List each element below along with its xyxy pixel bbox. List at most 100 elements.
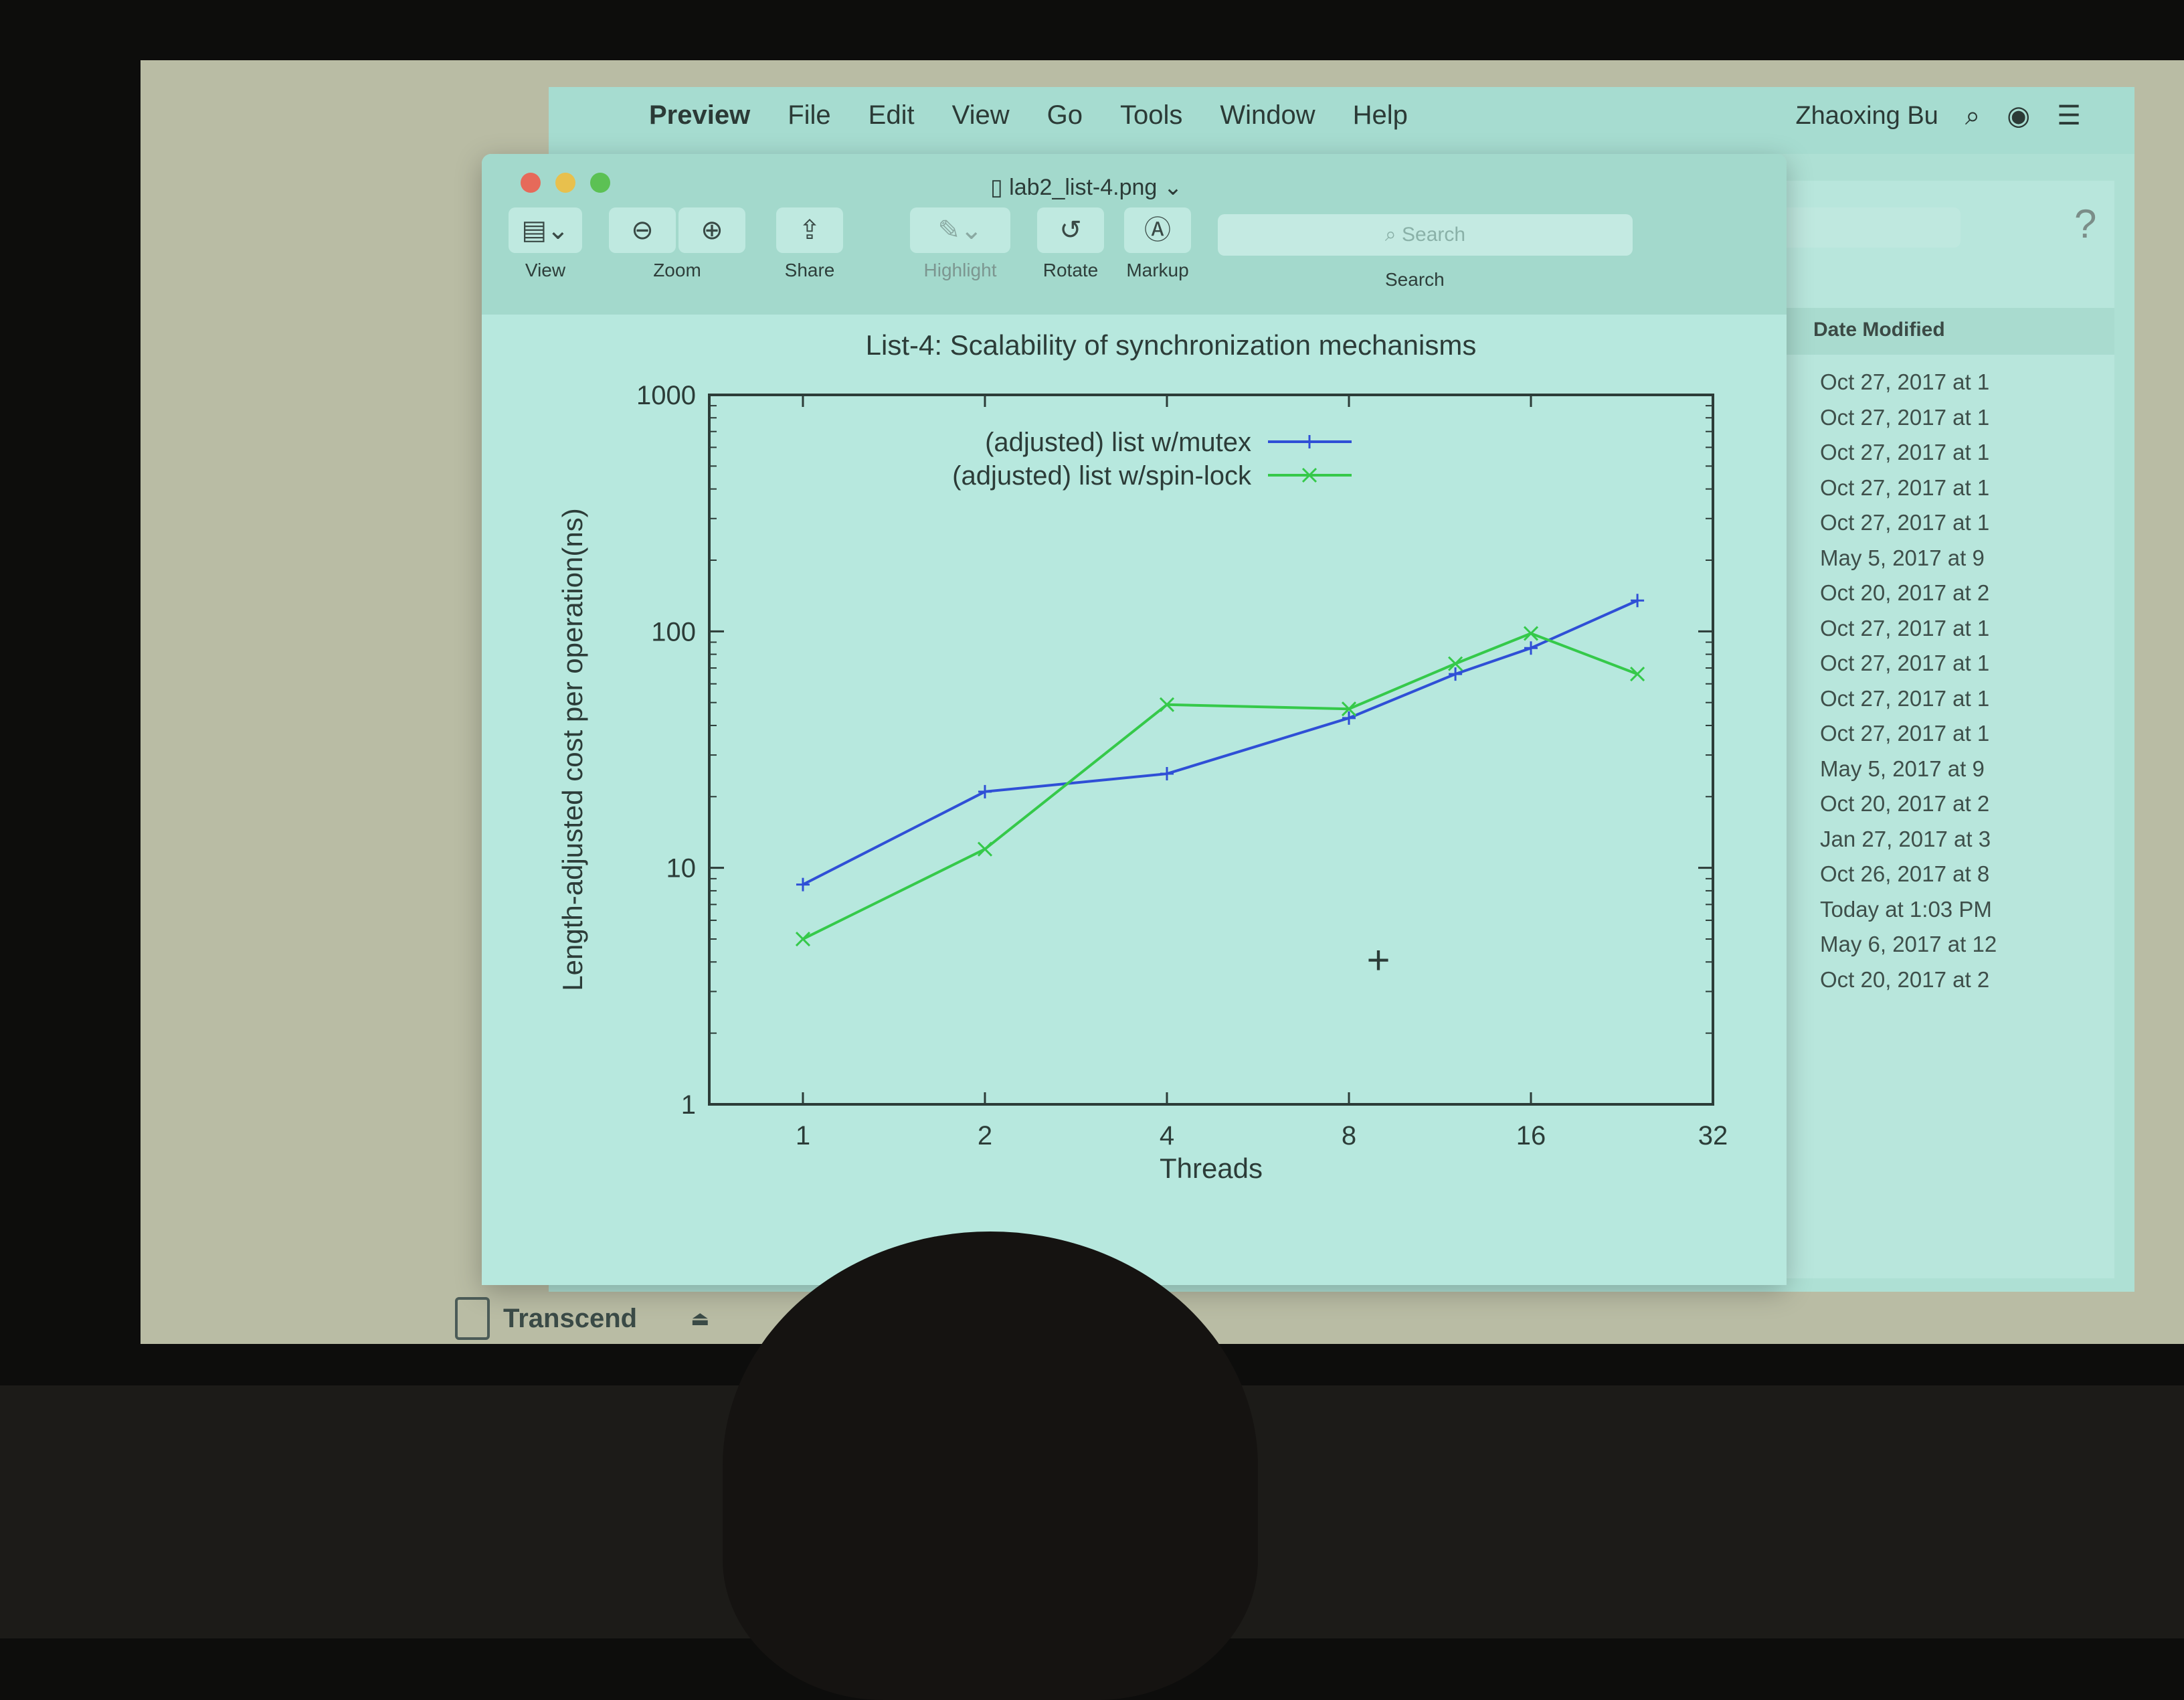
x-axis: 1 2 4 8 16 32 [796, 395, 1728, 1151]
finder-row-date[interactable]: Oct 27, 2017 at 1 [1820, 475, 1990, 500]
desktop: Preview File Edit View Go Tools Window Help Zha… [455, 87, 2134, 1340]
date-modified-column-header[interactable]: Date Modified [1813, 319, 1945, 341]
finder-row-date[interactable]: Today at 1:03 PM [1820, 896, 1992, 922]
data-point-marker [1448, 656, 1463, 671]
share-group: ⇪ Share [776, 207, 843, 281]
series-0 [796, 594, 1645, 891]
data-point-marker [1630, 667, 1645, 682]
rotate-button[interactable]: ↺ [1037, 207, 1104, 253]
data-point-marker [1303, 435, 1316, 448]
finder-row-date[interactable]: Oct 27, 2017 at 1 [1820, 685, 1990, 711]
finder-row-date[interactable]: Jan 27, 2017 at 3 [1820, 826, 1991, 851]
y-tick-label: 100 [651, 617, 696, 647]
image-content: List-4: Scalability of synchronization m… [482, 315, 1787, 1285]
finder-row-date[interactable]: Oct 27, 2017 at 1 [1820, 369, 1990, 394]
series-line [802, 632, 1638, 940]
x-tick-label: 8 [1342, 1121, 1356, 1151]
view-group: ▤⌄ View [509, 207, 582, 281]
finder-search-field[interactable] [1760, 207, 1961, 248]
rotate-label: Rotate [1042, 260, 1099, 280]
series-1 [795, 626, 1645, 947]
user-name[interactable]: Zhaoxing Bu [1795, 101, 1938, 130]
menu-view[interactable]: View [951, 100, 1010, 130]
finder-row-date[interactable]: Oct 27, 2017 at 1 [1820, 721, 1990, 746]
minimize-button[interactable] [555, 173, 575, 193]
finder-row-date[interactable]: Oct 27, 2017 at 1 [1820, 615, 1990, 641]
search-label: Search [1385, 269, 1445, 290]
close-button[interactable] [521, 173, 541, 193]
menu-tools[interactable]: Tools [1119, 100, 1183, 130]
search-icon: ⌕ [1384, 224, 1402, 246]
search-input[interactable]: ⌕ Search [1218, 214, 1633, 256]
preview-window: ▯ lab2_list-4.png ⌄ ▤⌄ View ⊖ ⊕ Zoom ⇪ Sh… [455, 154, 1787, 1340]
data-point-marker [795, 931, 811, 947]
series-line [802, 599, 1638, 886]
zoom-in-button[interactable]: ⊕ [678, 207, 745, 253]
spotlight-search-icon[interactable]: ⌕ [1965, 100, 1981, 131]
legend-label: (adjusted) list w/spin-lock [952, 461, 1252, 491]
share-label: Share [784, 260, 835, 280]
zoom-out-button[interactable]: ⊖ [609, 207, 676, 253]
view-label: View [525, 260, 566, 280]
finder-row-date[interactable]: Oct 20, 2017 at 2 [1820, 791, 1990, 816]
markup-label: Markup [1126, 260, 1189, 280]
legend: (adjusted) list w/mutex (adjusted) list w… [952, 428, 1352, 491]
crosshair-cursor-icon: + [1366, 938, 1390, 983]
zoom-window-button[interactable] [590, 173, 610, 193]
finder-row-date[interactable]: May 6, 2017 at 12 [1820, 932, 1997, 956]
menu-preview[interactable]: Preview [649, 100, 751, 130]
y-axis: 1 10 100 1000 [636, 381, 1713, 1120]
finder-row-date[interactable]: May 5, 2017 at 9 [1820, 756, 1985, 781]
sidebar-view-button[interactable]: ▤⌄ [509, 207, 582, 253]
chart-title: List-4: Scalability of synchronization m… [866, 329, 1477, 361]
audience-head-silhouette [723, 1231, 1258, 1700]
series-layer [795, 594, 1645, 947]
finder-row-date[interactable]: Oct 27, 2017 at 1 [1820, 510, 1990, 535]
data-point-marker [1342, 711, 1356, 725]
sidebar-device-transcend[interactable]: Transcend ⏏ [455, 1285, 709, 1352]
preview-toolbar: ▯ lab2_list-4.png ⌄ ▤⌄ View ⊖ ⊕ Zoom ⇪ Sh… [482, 154, 1787, 315]
menu-bar-status: Zhaoxing Bu ⌕ ◉ ☰ [1795, 100, 2081, 131]
rotate-group: ↺ Rotate [1037, 207, 1104, 281]
finder-row-date[interactable]: May 5, 2017 at 9 [1820, 545, 1985, 570]
plot-frame [708, 394, 1714, 1106]
finder-row-date[interactable]: Oct 27, 2017 at 1 [1820, 651, 1990, 675]
highlight-label: Highlight [923, 260, 997, 280]
data-point-marker [1341, 701, 1357, 717]
menu-window[interactable]: Window [1220, 100, 1315, 130]
eject-icon[interactable]: ⏏ [691, 1307, 710, 1330]
markup-button[interactable]: Ⓐ [1124, 207, 1191, 253]
menu-file[interactable]: File [788, 100, 831, 130]
share-button[interactable]: ⇪ [776, 207, 843, 253]
x-tick-label: 4 [1160, 1121, 1174, 1151]
menu-edit[interactable]: Edit [868, 100, 915, 130]
finder-row-date[interactable]: Oct 20, 2017 at 2 [1820, 966, 1990, 992]
notification-center-icon[interactable]: ☰ [2057, 101, 2081, 131]
y-tick-label: 10 [666, 854, 697, 883]
search-placeholder: Search [1402, 224, 1466, 246]
legend-label: (adjusted) list w/mutex [985, 428, 1251, 457]
finder-row-date[interactable]: Oct 20, 2017 at 2 [1820, 580, 1990, 605]
x-tick-label: 1 [796, 1121, 810, 1151]
y-axis-label: Length-adjusted cost per operation(ns) [557, 508, 588, 991]
data-point-marker [1159, 697, 1175, 712]
document-title[interactable]: ▯ lab2_list-4.png ⌄ [990, 174, 1182, 201]
finder-row-date[interactable]: Oct 27, 2017 at 1 [1820, 440, 1990, 464]
zoom-group: ⊖ ⊕ Zoom [609, 207, 745, 281]
finder-row-date[interactable]: Oct 26, 2017 at 8 [1820, 861, 1990, 886]
window-controls [521, 173, 610, 193]
document-icon: ▯ [990, 175, 1010, 200]
finder-row-date[interactable]: Oct 27, 2017 at 1 [1820, 404, 1990, 430]
menu-go[interactable]: Go [1046, 100, 1083, 130]
external-drive-icon [455, 1297, 490, 1340]
siri-icon[interactable]: ◉ [2007, 101, 2031, 131]
document-title-text: lab2_list-4.png [1009, 175, 1158, 200]
x-axis-label: Threads [1160, 1153, 1263, 1184]
help-icon[interactable]: ? [2074, 201, 2097, 246]
menu-help[interactable]: Help [1352, 100, 1408, 130]
x-tick-label: 2 [978, 1121, 992, 1151]
highlight-button[interactable]: ✎⌄ [910, 207, 1010, 253]
data-point-marker [1631, 594, 1645, 608]
data-point-marker [1301, 467, 1317, 483]
